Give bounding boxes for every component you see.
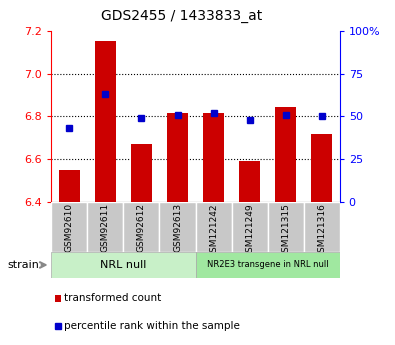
Bar <box>196 252 340 278</box>
Bar <box>196 202 231 252</box>
Text: NR2E3 transgene in NRL null: NR2E3 transgene in NRL null <box>207 260 328 269</box>
Bar <box>167 113 188 202</box>
Bar <box>131 144 152 202</box>
Bar <box>123 202 160 252</box>
Bar <box>239 161 260 202</box>
Bar <box>51 252 196 278</box>
Bar <box>231 202 267 252</box>
Text: GSM92610: GSM92610 <box>65 203 74 253</box>
Text: transformed count: transformed count <box>64 294 161 303</box>
Text: GSM92612: GSM92612 <box>137 203 146 252</box>
Text: GDS2455 / 1433833_at: GDS2455 / 1433833_at <box>101 9 262 23</box>
Text: GSM92611: GSM92611 <box>101 203 110 253</box>
Bar <box>160 202 196 252</box>
Text: percentile rank within the sample: percentile rank within the sample <box>64 321 240 331</box>
Bar <box>55 295 61 302</box>
Bar <box>304 202 340 252</box>
Text: strain: strain <box>8 260 40 270</box>
Text: GSM121315: GSM121315 <box>281 203 290 258</box>
Bar <box>51 202 87 252</box>
Text: NRL null: NRL null <box>100 260 147 270</box>
Text: GSM92613: GSM92613 <box>173 203 182 253</box>
Bar <box>95 41 116 202</box>
Bar <box>87 202 123 252</box>
Text: GSM121316: GSM121316 <box>317 203 326 258</box>
Bar <box>311 134 333 202</box>
Bar <box>58 170 80 202</box>
Bar <box>267 202 304 252</box>
Text: GSM121242: GSM121242 <box>209 203 218 258</box>
Bar <box>275 107 296 202</box>
Bar <box>203 113 224 202</box>
Text: GSM121249: GSM121249 <box>245 203 254 258</box>
